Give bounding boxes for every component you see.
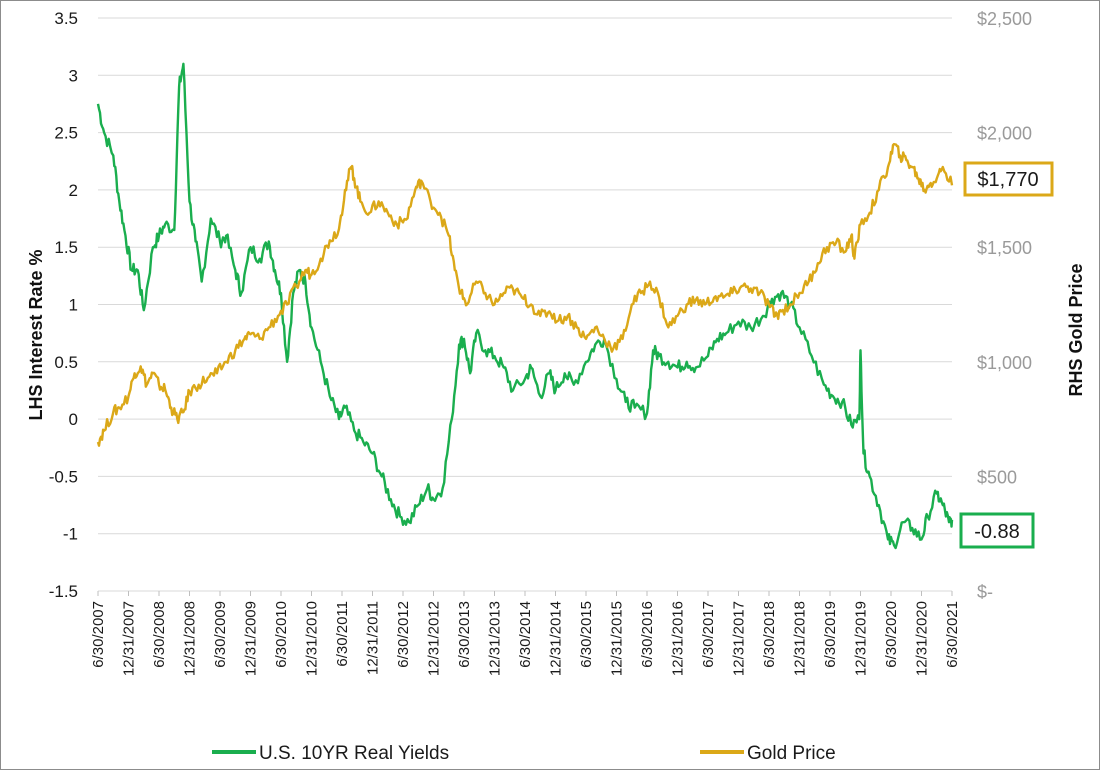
x-tick-label: 6/30/2017 bbox=[700, 601, 717, 668]
left-tick-label: 1.5 bbox=[54, 238, 78, 257]
left-tick-label: 0 bbox=[69, 410, 78, 429]
x-tick-label: 6/30/2007 bbox=[90, 601, 107, 668]
x-tick-label: 6/30/2009 bbox=[212, 601, 229, 668]
gold-price-line bbox=[96, 142, 954, 447]
left-axis-ticks: 3.5 3 2.5 2 1.5 1 0.5 0 -0.5 -1 -1.5 bbox=[49, 9, 78, 601]
left-tick-label: 2.5 bbox=[54, 124, 78, 143]
x-tick-label: 6/30/2016 bbox=[639, 601, 656, 668]
x-tick-label: 6/30/2013 bbox=[456, 601, 473, 668]
x-tick-label: 12/31/2015 bbox=[609, 601, 626, 676]
x-tick-label: 6/30/2011 bbox=[334, 601, 351, 667]
right-tick-label: $2,000 bbox=[977, 124, 1032, 144]
x-tick-label: 6/30/2021 bbox=[944, 601, 961, 668]
gold-callout-box bbox=[963, 161, 1054, 197]
left-tick-label: -1 bbox=[63, 525, 78, 544]
x-tick-label: 6/30/2019 bbox=[822, 601, 839, 668]
left-tick-label: 3 bbox=[69, 66, 78, 85]
real-yield-line bbox=[96, 62, 954, 550]
left-tick-label: 2 bbox=[69, 181, 78, 200]
gridlines bbox=[98, 17, 952, 592]
x-tick-label: 12/31/2007 bbox=[121, 601, 138, 676]
x-tick-label: 6/30/2008 bbox=[151, 601, 168, 668]
right-tick-label: $2,500 bbox=[977, 9, 1032, 29]
left-tick-label: 0.5 bbox=[54, 353, 78, 372]
x-tick-label: 6/30/2015 bbox=[578, 601, 595, 668]
x-tick-label: 12/31/2010 bbox=[304, 601, 321, 676]
x-tick-label: 12/31/2008 bbox=[182, 601, 199, 676]
left-tick-label: -1.5 bbox=[49, 582, 78, 601]
x-tick-label: 12/31/2017 bbox=[731, 601, 748, 676]
left-tick-label: 1 bbox=[69, 296, 78, 315]
x-tick-label: 12/31/2016 bbox=[670, 601, 687, 676]
x-tick-label: 6/30/2014 bbox=[517, 601, 534, 668]
x-tick-label: 12/31/2011 bbox=[365, 601, 382, 675]
right-axis-title: RHS Gold Price bbox=[1066, 263, 1086, 396]
left-tick-label: -0.5 bbox=[49, 467, 78, 486]
left-tick-label: 3.5 bbox=[54, 9, 78, 28]
x-axis-ticks: 6/30/2007 12/31/2007 6/30/2008 12/31/2008 6/… bbox=[90, 591, 961, 676]
x-tick-label: 12/31/2020 bbox=[914, 601, 931, 676]
left-axis-title: LHS Interest Rate % bbox=[26, 249, 46, 420]
x-tick-label: 12/31/2013 bbox=[487, 601, 504, 676]
legend: U.S. 10YR Real Yields Gold Price bbox=[212, 743, 836, 764]
x-tick-label: 6/30/2020 bbox=[883, 601, 900, 668]
yield-last-value-callout: -0.88 bbox=[959, 512, 1035, 549]
right-tick-label: $1,500 bbox=[977, 238, 1032, 258]
legend-yield-label: U.S. 10YR Real Yields bbox=[259, 743, 449, 764]
right-tick-label: $500 bbox=[977, 467, 1017, 487]
x-tick-label: 12/31/2012 bbox=[426, 601, 443, 676]
yield-callout-value: -0.88 bbox=[974, 521, 1020, 543]
legend-gold-label: Gold Price bbox=[747, 743, 836, 764]
x-tick-label: 6/30/2018 bbox=[761, 601, 778, 668]
right-axis-ticks: $2,500 $2,000 $1,500 $1,000 $500 $- bbox=[977, 9, 1032, 602]
series-lines bbox=[96, 62, 954, 550]
x-tick-label: 12/31/2019 bbox=[853, 601, 870, 676]
x-tick-label: 6/30/2012 bbox=[395, 601, 412, 668]
right-tick-label: $- bbox=[977, 582, 993, 602]
x-tick-label: 6/30/2010 bbox=[273, 601, 290, 668]
gold-last-value-callout: $1,770 bbox=[963, 161, 1054, 197]
x-tick-label: 12/31/2009 bbox=[243, 601, 260, 676]
x-tick-label: 12/31/2018 bbox=[792, 601, 809, 676]
x-tick-label: 12/31/2014 bbox=[548, 601, 565, 676]
gold-callout-value: $1,770 bbox=[977, 169, 1038, 191]
right-tick-label: $1,000 bbox=[977, 353, 1032, 373]
yield-callout-box bbox=[959, 512, 1035, 549]
